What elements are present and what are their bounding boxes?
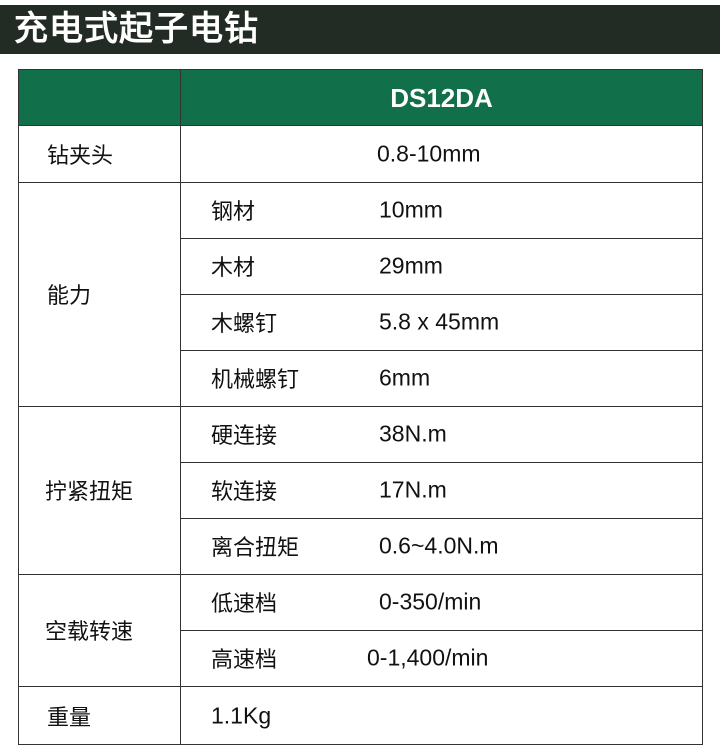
- capacity-item-label: 机械螺钉: [211, 368, 300, 393]
- row-divider: [19, 406, 702, 407]
- torque-item-label: 离合扭矩: [211, 536, 300, 561]
- model-name: DS12DA: [390, 83, 493, 113]
- capacity-item-label: 钢材: [211, 200, 256, 225]
- table-header: DS12DA: [19, 70, 702, 126]
- row-divider: [180, 630, 702, 631]
- capacity-item-value: 6mm: [379, 364, 431, 391]
- row-divider: [180, 294, 702, 295]
- row-divider: [19, 574, 702, 575]
- torque-item-value: 17N.m: [379, 476, 447, 503]
- capacity-item-value: 5.8 x 45mm: [379, 308, 500, 335]
- row-divider: [180, 462, 702, 463]
- capacity-item-value: 29mm: [379, 252, 443, 279]
- column-divider: [180, 70, 181, 744]
- torque-label: 拧紧扭矩: [45, 480, 134, 505]
- speed-item-value: 0-1,400/min: [367, 644, 489, 671]
- capacity-label: 能力: [47, 284, 92, 309]
- torque-item-value: 38N.m: [379, 420, 447, 447]
- torque-item-label: 软连接: [211, 480, 278, 505]
- row-divider: [180, 238, 702, 239]
- chuck-label: 钻夹头: [47, 144, 114, 169]
- capacity-item-label: 木螺钉: [211, 312, 278, 337]
- speed-item-label: 低速档: [211, 592, 278, 617]
- row-divider: [180, 518, 702, 519]
- speed-label: 空载转速: [45, 620, 134, 645]
- capacity-item-label: 木材: [211, 256, 256, 281]
- speed-item-value: 0-350/min: [379, 588, 482, 615]
- capacity-item-value: 10mm: [379, 196, 443, 223]
- row-divider: [19, 182, 702, 183]
- chuck-value: 0.8-10mm: [377, 140, 481, 167]
- row-divider: [180, 350, 702, 351]
- weight-value: 1.1Kg: [211, 702, 272, 729]
- spec-table: DS12DA 钻夹头 0.8-10mm 能力 钢材 10mm 木材 29mm 木…: [18, 69, 703, 745]
- weight-label: 重量: [47, 706, 92, 731]
- torque-item-value: 0.6~4.0N.m: [379, 532, 499, 559]
- speed-item-label: 高速档: [211, 648, 278, 673]
- row-divider: [19, 686, 702, 687]
- torque-item-label: 硬连接: [211, 424, 278, 449]
- page-title: 充电式起子电钻: [0, 5, 720, 54]
